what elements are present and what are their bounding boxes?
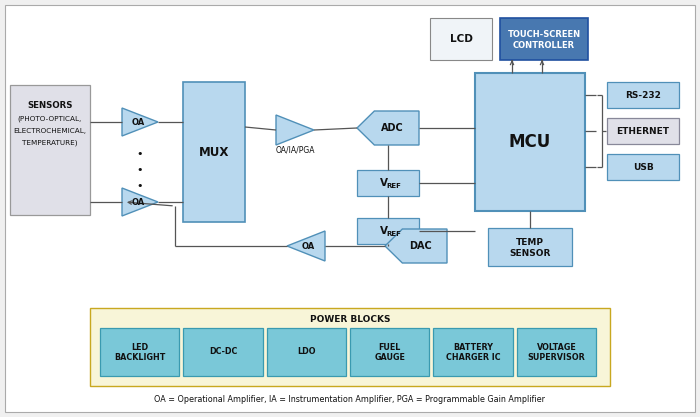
Text: ELECTROCHEMICAL,: ELECTROCHEMICAL, bbox=[13, 128, 87, 134]
Text: TEMPERATURE): TEMPERATURE) bbox=[22, 140, 78, 146]
FancyBboxPatch shape bbox=[517, 328, 596, 376]
Text: OA: OA bbox=[132, 118, 145, 126]
FancyBboxPatch shape bbox=[183, 328, 262, 376]
Text: LCD: LCD bbox=[449, 34, 473, 44]
Text: DC-DC: DC-DC bbox=[209, 347, 237, 357]
Polygon shape bbox=[287, 231, 325, 261]
FancyBboxPatch shape bbox=[100, 328, 179, 376]
Text: •: • bbox=[136, 149, 144, 159]
Text: TOUCH-SCREEN: TOUCH-SCREEN bbox=[508, 30, 580, 38]
Text: VOLTAGE: VOLTAGE bbox=[536, 342, 576, 352]
FancyBboxPatch shape bbox=[488, 228, 572, 266]
Text: •: • bbox=[136, 165, 144, 175]
Polygon shape bbox=[276, 115, 314, 145]
Text: LED: LED bbox=[131, 342, 148, 352]
Text: MCU: MCU bbox=[509, 133, 551, 151]
FancyBboxPatch shape bbox=[183, 82, 245, 222]
Polygon shape bbox=[122, 108, 158, 136]
Text: GAUGE: GAUGE bbox=[374, 354, 405, 362]
Text: BACKLIGHT: BACKLIGHT bbox=[114, 354, 165, 362]
Text: V: V bbox=[380, 226, 388, 236]
Text: OA: OA bbox=[302, 241, 314, 251]
Polygon shape bbox=[357, 111, 419, 145]
Text: MUX: MUX bbox=[199, 146, 229, 158]
Text: (PHOTO-OPTICAL,: (PHOTO-OPTICAL, bbox=[18, 116, 82, 122]
Text: •: • bbox=[136, 181, 144, 191]
FancyBboxPatch shape bbox=[607, 118, 679, 144]
Text: CONTROLLER: CONTROLLER bbox=[513, 40, 575, 50]
Text: ADC: ADC bbox=[381, 123, 403, 133]
FancyBboxPatch shape bbox=[10, 85, 90, 215]
Text: ETHERNET: ETHERNET bbox=[617, 126, 669, 136]
Polygon shape bbox=[385, 229, 447, 263]
Text: POWER BLOCKS: POWER BLOCKS bbox=[309, 314, 391, 324]
Text: OA/IA/PGA: OA/IA/PGA bbox=[275, 146, 315, 155]
FancyBboxPatch shape bbox=[90, 308, 610, 386]
FancyBboxPatch shape bbox=[500, 18, 588, 60]
FancyBboxPatch shape bbox=[357, 170, 419, 196]
FancyBboxPatch shape bbox=[430, 18, 492, 60]
Text: SENSOR: SENSOR bbox=[510, 249, 551, 258]
FancyBboxPatch shape bbox=[357, 218, 419, 244]
FancyBboxPatch shape bbox=[607, 154, 679, 180]
Text: TEMP: TEMP bbox=[516, 238, 544, 246]
Text: V: V bbox=[380, 178, 388, 188]
FancyBboxPatch shape bbox=[267, 328, 346, 376]
Text: DAC: DAC bbox=[409, 241, 431, 251]
FancyBboxPatch shape bbox=[350, 328, 429, 376]
FancyBboxPatch shape bbox=[5, 5, 695, 412]
Polygon shape bbox=[122, 188, 158, 216]
Text: SUPERVISOR: SUPERVISOR bbox=[528, 354, 585, 362]
Text: RS-232: RS-232 bbox=[625, 90, 661, 100]
Text: CHARGER IC: CHARGER IC bbox=[446, 354, 500, 362]
Text: FUEL: FUEL bbox=[379, 342, 401, 352]
Text: REF: REF bbox=[386, 183, 401, 189]
FancyBboxPatch shape bbox=[433, 328, 512, 376]
Text: OA: OA bbox=[132, 198, 145, 206]
Text: USB: USB bbox=[633, 163, 653, 171]
Text: LDO: LDO bbox=[297, 347, 316, 357]
Text: BATTERY: BATTERY bbox=[453, 342, 493, 352]
FancyBboxPatch shape bbox=[475, 73, 585, 211]
Text: SENSORS: SENSORS bbox=[27, 100, 73, 110]
FancyBboxPatch shape bbox=[607, 82, 679, 108]
Text: REF: REF bbox=[386, 231, 401, 237]
Text: OA = Operational Amplifier, IA = Instrumentation Amplifier, PGA = Programmable G: OA = Operational Amplifier, IA = Instrum… bbox=[155, 395, 545, 404]
